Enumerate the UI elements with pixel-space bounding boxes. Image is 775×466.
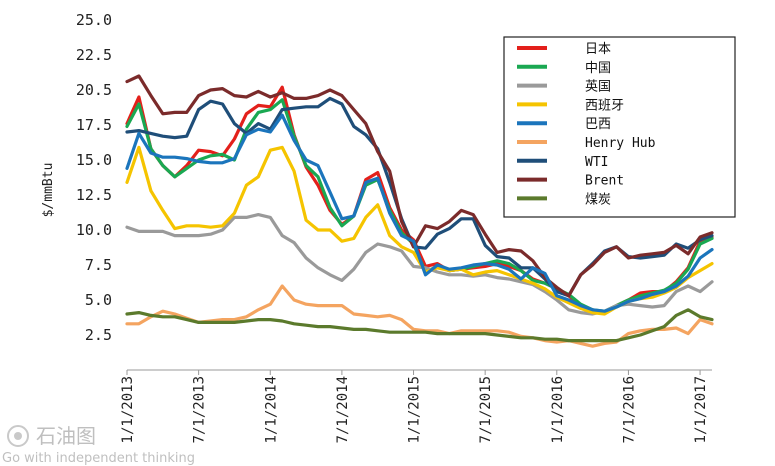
y-tick-label: 2.5 <box>85 326 112 344</box>
series-line-7 <box>125 113 714 313</box>
legend-label: 巴西 <box>585 117 611 132</box>
y-tick-label: 20.5 <box>76 81 112 99</box>
legend-label: 英国 <box>585 80 611 95</box>
legend-label: Henry Hub <box>585 136 656 151</box>
x-tick-label: 1/1/2016 <box>550 376 566 443</box>
y-tick-label: 7.5 <box>85 256 112 274</box>
y-tick-label: 12.5 <box>76 186 112 204</box>
y-tick-label: 17.5 <box>76 116 112 134</box>
legend-label: Brent <box>585 174 624 189</box>
legend-label: WTI <box>585 155 608 170</box>
x-axis-ticks: 1/1/2013 7/1/2013 1/1/2014 7/1/2014 1/1/2015… <box>120 370 709 443</box>
x-tick-label: 7/1/2013 <box>192 376 208 443</box>
legend-label: 煤炭 <box>585 192 611 207</box>
x-tick-label: 1/1/2013 <box>120 376 136 443</box>
y-tick-label: 5.0 <box>85 291 112 309</box>
y-axis-title: $/mmBtu <box>41 163 56 218</box>
y-axis-ticks: 25.0 22.5 20.5 17.5 15.0 12.5 10.0 7.5 5.0 2.5 <box>76 11 112 344</box>
legend-label: 日本 <box>585 42 611 57</box>
x-tick-label: 7/1/2016 <box>621 376 637 443</box>
watermark-tagline: Go with independent thinking <box>2 451 195 466</box>
legend-label: 西班牙 <box>585 98 624 113</box>
watermark-logo-dot-icon <box>14 432 22 440</box>
series-line-8 <box>125 308 714 343</box>
x-tick-label: 7/1/2015 <box>478 376 494 443</box>
watermark-logo-icon <box>7 425 29 447</box>
watermark-brand: 石油图 <box>36 424 96 448</box>
x-tick-label: 1/1/2015 <box>407 376 423 443</box>
series-line-6 <box>125 74 714 298</box>
x-tick-label: 1/1/2014 <box>263 376 279 443</box>
watermark: 石油图 Go with independent thinking <box>2 424 195 466</box>
legend-box <box>503 36 736 218</box>
y-tick-label: 25.0 <box>76 11 112 29</box>
series-line-4 <box>125 284 714 348</box>
y-tick-label: 22.5 <box>76 46 112 64</box>
y-tick-label: 15.0 <box>76 151 112 169</box>
x-tick-label: 7/1/2014 <box>335 376 351 443</box>
y-tick-label: 10.0 <box>76 221 112 239</box>
series-lines <box>125 74 714 348</box>
x-tick-label: 1/1/2017 <box>693 376 709 443</box>
legend-label: 中国 <box>585 61 611 76</box>
